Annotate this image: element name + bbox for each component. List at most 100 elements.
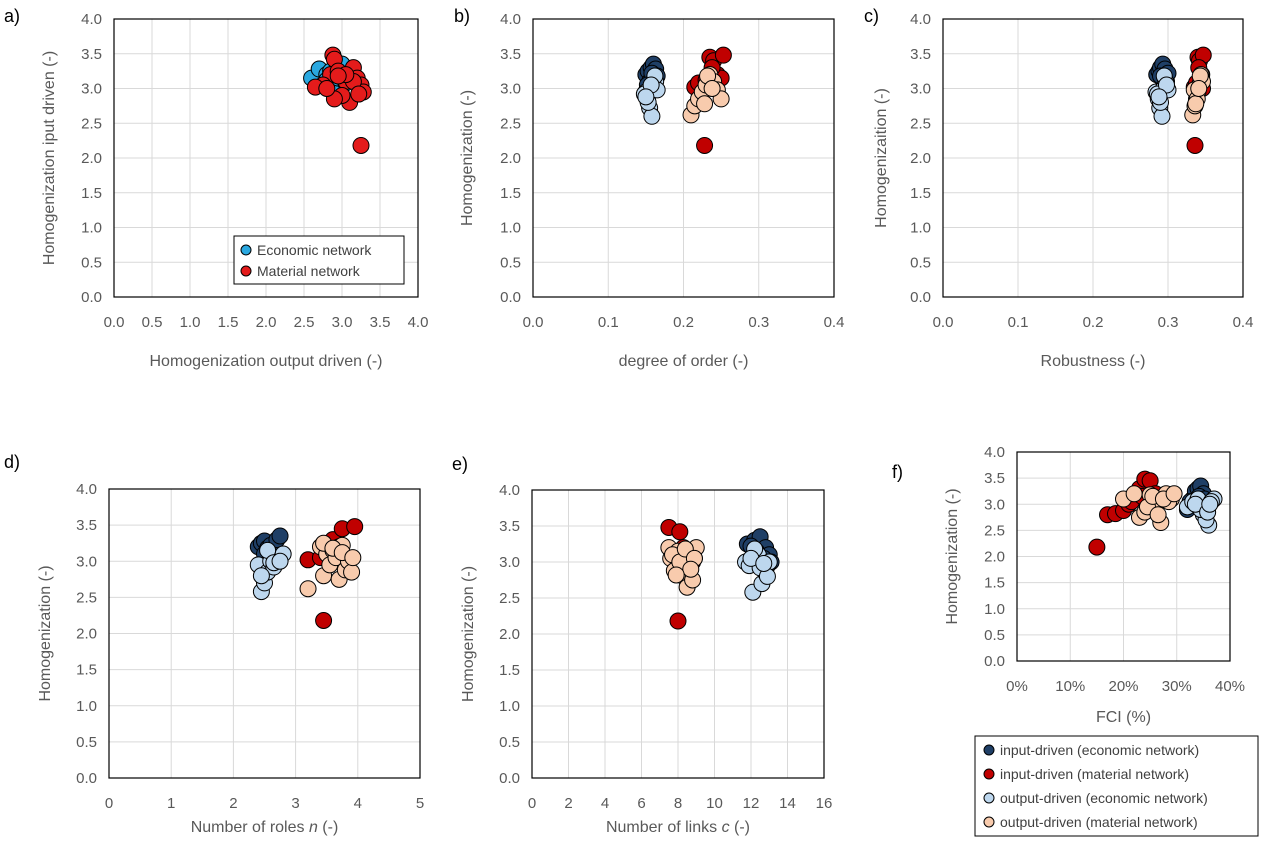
legend-panel-a: Economic network Material network xyxy=(233,235,405,285)
legend-label: input-driven (material network) xyxy=(1000,766,1189,782)
y-tick-label: 0.0 xyxy=(984,653,1005,670)
x-tick-label: 6 xyxy=(637,795,645,812)
data-point xyxy=(1150,88,1168,106)
series-mat_output xyxy=(299,534,362,598)
x-tick-label: 0.3 xyxy=(748,314,769,331)
y-tick-label: 3.5 xyxy=(984,470,1005,487)
x-axis-label-variable: n xyxy=(305,819,318,836)
x-tick-label: 0.2 xyxy=(1083,314,1104,331)
chart-panel-4: d) 0 1 2 3 4 5 0.0 0.5 1.0 1.5 2.0 2.5 3.0 3.5 4.0 Numbe… xyxy=(4,452,424,836)
data-point xyxy=(346,518,364,536)
x-tick-label: 40% xyxy=(1215,678,1245,695)
chart-panel-6: f) 0% 10% 20% 30% 40% 0.0 0.5 1.0 1.5 2.0 2.5 3.0 3.5… xyxy=(892,444,1245,726)
series-panel_a_mat xyxy=(306,46,372,154)
x-axis-label-text: degree of order (-) xyxy=(619,353,749,370)
y-tick-label: 0.5 xyxy=(910,254,931,271)
x-tick-label: 0.1 xyxy=(598,314,619,331)
data-point xyxy=(703,80,721,97)
x-tick-label: 0.2 xyxy=(673,314,694,331)
series-econ_output xyxy=(249,541,292,601)
y-axis-label: Homogenization (-) xyxy=(944,488,961,624)
chart-panel-2: b) 0.0 0.1 0.2 0.3 0.4 0.0 0.5 1.0 1.5 2.0 2.5 3.0 3.… xyxy=(454,6,844,370)
y-tick-label: 3.0 xyxy=(76,553,97,570)
y-tick-label: 0.5 xyxy=(500,254,521,271)
plot-frame xyxy=(531,489,825,779)
y-tick-label: 1.0 xyxy=(499,698,520,715)
data-point xyxy=(343,563,361,581)
data-point xyxy=(1190,80,1208,97)
data-point xyxy=(344,549,362,567)
series-econ_output xyxy=(1147,67,1177,125)
x-tick-label: 3.5 xyxy=(370,314,391,331)
x-axis-label: Homogenization output driven (-) xyxy=(149,353,382,370)
data-point xyxy=(350,85,368,103)
legend-marker xyxy=(240,265,252,277)
x-tick-label: 2.0 xyxy=(256,314,277,331)
legend-label: output-driven (material network) xyxy=(1000,814,1198,830)
y-tick-label: 4.0 xyxy=(76,481,97,498)
y-tick-label: 3.0 xyxy=(500,81,521,98)
y-tick-label: 2.0 xyxy=(76,626,97,643)
y-tick-label: 3.0 xyxy=(910,81,931,98)
x-axis-label: FCI (%) xyxy=(1096,709,1151,726)
legend-box xyxy=(974,735,1259,837)
chart-panel-3: c) 0.0 0.1 0.2 0.3 0.4 0.0 0.5 1.0 1.5 2.0 2.5 3.0 3.… xyxy=(864,6,1253,370)
series-mat_output xyxy=(682,66,730,124)
chart-panel-1: a) 0.0 0.5 1.0 1.5 2.0 2.5 3.0 3.5 4.0 0.0 0.5 1.0 1.… xyxy=(4,6,428,370)
y-tick-label: 1.5 xyxy=(499,662,520,679)
y-tick-label: 0.5 xyxy=(81,254,102,271)
data-point xyxy=(667,566,685,584)
x-tick-label: 0.5 xyxy=(142,314,163,331)
y-tick-label: 2.5 xyxy=(76,589,97,606)
y-tick-label: 2.0 xyxy=(500,150,521,167)
data-point xyxy=(252,567,270,585)
y-tick-label: 4.0 xyxy=(500,11,521,28)
x-axis-label-text: Robustness (-) xyxy=(1041,353,1146,370)
x-tick-label: 1.5 xyxy=(218,314,239,331)
legend-label: Material network xyxy=(257,263,361,279)
data-point xyxy=(696,95,714,113)
y-tick-label: 3.0 xyxy=(499,554,520,571)
y-tick-label: 3.5 xyxy=(81,46,102,63)
x-axis-label: Number of links c (-) xyxy=(606,819,750,836)
data-point xyxy=(755,554,773,572)
x-tick-label: 1 xyxy=(167,795,175,812)
y-tick-label: 1.5 xyxy=(984,575,1005,592)
y-tick-label: 3.5 xyxy=(499,518,520,535)
data-point xyxy=(271,552,289,570)
data-point xyxy=(299,580,317,598)
panel-letter: b) xyxy=(454,6,470,26)
series-mat_output xyxy=(660,539,705,596)
y-tick-label: 2.0 xyxy=(984,549,1005,566)
y-tick-label: 4.0 xyxy=(81,11,102,28)
x-tick-label: 3 xyxy=(291,795,299,812)
data-point xyxy=(714,46,732,64)
y-tick-label: 1.5 xyxy=(76,662,97,679)
x-tick-label: 3.0 xyxy=(332,314,353,331)
x-tick-label: 2.5 xyxy=(294,314,315,331)
legend-box xyxy=(233,235,405,285)
y-tick-label: 4.0 xyxy=(499,482,520,499)
y-tick-label: 2.0 xyxy=(910,150,931,167)
series-mat_output xyxy=(1184,66,1211,124)
y-tick-label: 0.5 xyxy=(499,734,520,751)
data-point xyxy=(1149,506,1167,524)
legend-marker xyxy=(240,244,252,256)
x-tick-label: 4.0 xyxy=(408,314,429,331)
y-tick-label: 2.0 xyxy=(81,150,102,167)
x-tick-label: 14 xyxy=(779,795,796,812)
y-axis-label: Homogenizaition (-) xyxy=(873,88,890,228)
x-tick-label: 5 xyxy=(416,795,424,812)
data-point xyxy=(318,80,336,97)
y-tick-label: 2.0 xyxy=(499,626,520,643)
x-tick-label: 8 xyxy=(674,795,682,812)
x-tick-label: 4 xyxy=(601,795,609,812)
x-tick-label: 16 xyxy=(816,795,833,812)
y-tick-label: 1.5 xyxy=(910,185,931,202)
data-point xyxy=(352,136,370,154)
x-tick-label: 1.0 xyxy=(180,314,201,331)
series-econ_output xyxy=(1178,490,1223,534)
y-tick-label: 0.5 xyxy=(76,734,97,751)
x-tick-label: 30% xyxy=(1162,678,1192,695)
x-tick-label: 0.4 xyxy=(1233,314,1254,331)
